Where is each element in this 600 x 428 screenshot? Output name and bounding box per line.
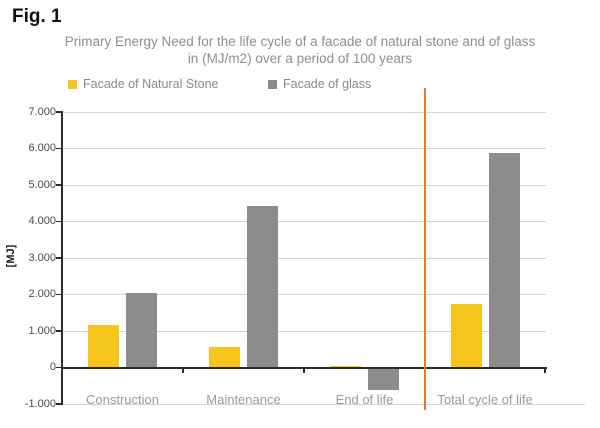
y-tick-mark bbox=[55, 220, 62, 223]
legend-label-natural-stone: Facade of Natural Stone bbox=[83, 77, 219, 91]
figure-label: Fig. 1 bbox=[12, 6, 62, 27]
gridline-6-000 bbox=[62, 148, 546, 149]
y-tick-label-1-000: -1.000 bbox=[24, 397, 56, 410]
y-tick-label-3-000: 3.000 bbox=[28, 251, 56, 264]
stage-separator-line bbox=[424, 88, 426, 410]
x-tick-mark bbox=[544, 368, 546, 373]
legend: Facade of Natural Stone Facade of glass bbox=[0, 77, 600, 93]
gridline-7-000 bbox=[62, 111, 546, 113]
y-tick-label-4-000: 4.000 bbox=[28, 215, 56, 227]
chart-title-line2: in (MJ/m2) over a period of 100 years bbox=[187, 51, 413, 66]
legend-swatch-natural-stone-icon bbox=[68, 79, 77, 89]
bar-facade-of-natural-stone-maintenance bbox=[209, 347, 240, 368]
y-tick-label-6-000: 6.000 bbox=[28, 142, 56, 154]
bar-facade-of-natural-stone-total-cycle-of-life bbox=[450, 303, 482, 368]
y-tick-mark bbox=[55, 184, 62, 186]
y-tick-label-7-000: 7.000 bbox=[28, 105, 56, 118]
x-tick-mark bbox=[182, 368, 184, 373]
chart-title-line1: Primary Energy Need for the life cycle o… bbox=[64, 34, 536, 49]
y-axis-line bbox=[60, 111, 63, 405]
y-tick-label-1-000: 1.000 bbox=[28, 324, 56, 337]
bar-facade-of-glass-maintenance bbox=[247, 206, 278, 368]
y-tick-label-5-000: 5.000 bbox=[28, 178, 56, 191]
gridline-1-000 bbox=[62, 330, 546, 332]
gridline-5-000 bbox=[62, 184, 546, 186]
bar-facade-of-glass-construction bbox=[126, 292, 157, 368]
y-tick-mark bbox=[55, 257, 62, 259]
x-category-label-maintenance: Maintenance bbox=[206, 392, 281, 407]
y-tick-mark bbox=[55, 111, 62, 113]
x-tick-mark bbox=[303, 368, 305, 373]
x-axis-line bbox=[60, 366, 547, 369]
y-tick-mark bbox=[55, 330, 62, 332]
y-tick-mark bbox=[55, 293, 62, 296]
x-category-label-total-cycle-of-life: Total cycle of life bbox=[437, 392, 533, 407]
bar-facade-of-glass-end-of-life bbox=[368, 368, 399, 391]
x-category-label-construction: Construction bbox=[86, 392, 159, 407]
y-tick-mark bbox=[55, 366, 62, 369]
bar-facade-of-natural-stone-construction bbox=[88, 324, 119, 368]
y-tick-mark bbox=[55, 147, 62, 150]
y-tick-mark bbox=[55, 403, 62, 405]
gridline-2-000 bbox=[62, 294, 546, 295]
legend-label-glass: Facade of glass bbox=[283, 77, 372, 91]
gridline-3-000 bbox=[62, 257, 546, 259]
chart-title: Primary Energy Need for the life cycle o… bbox=[0, 33, 600, 67]
y-tick-label-2-000: 2.000 bbox=[28, 288, 56, 300]
gridline-4-000 bbox=[62, 221, 546, 222]
legend-swatch-glass-icon bbox=[268, 79, 277, 89]
legend-item-natural-stone: Facade of Natural Stone bbox=[68, 77, 219, 91]
x-category-label-end-of-life: End of life bbox=[335, 392, 394, 407]
gridline-1-000 bbox=[62, 403, 585, 405]
legend-item-glass: Facade of glass bbox=[268, 77, 371, 91]
bar-facade-of-glass-total-cycle-of-life bbox=[488, 153, 520, 368]
y-tick-label-0: 0 bbox=[49, 361, 56, 373]
